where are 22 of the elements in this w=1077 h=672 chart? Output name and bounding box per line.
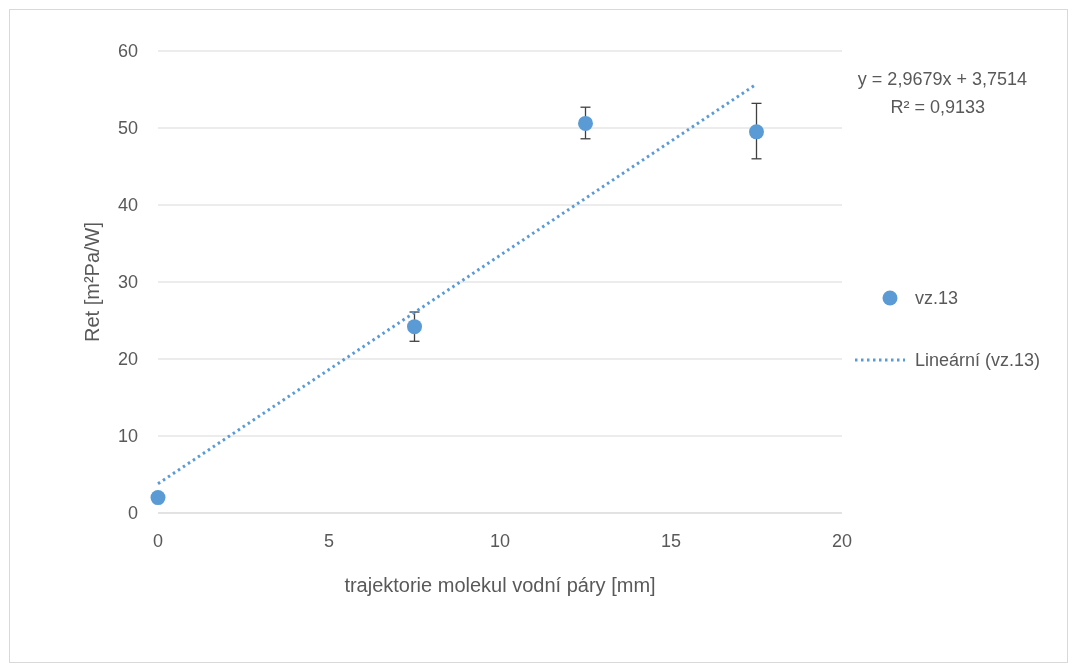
legend-label: Lineární (vz.13): [915, 350, 1041, 371]
point: [749, 124, 764, 140]
text: R² = 0,9133: [890, 97, 985, 117]
y-tick-label: 10: [117, 426, 138, 447]
y-tick-label: 60: [117, 41, 138, 62]
text: y = 2,9679x + 3,7514: [857, 69, 1027, 89]
point: [407, 319, 422, 335]
y-axis-title: Ret [m²Pa/W]: [81, 221, 103, 343]
x-tick-label: 15: [660, 531, 682, 551]
point: [150, 490, 166, 506]
x-axis-title: trajektorie molekul vodní páry [mm]: [344, 574, 656, 596]
y-tick-label: 50: [117, 118, 138, 139]
x-tick-label: 10: [489, 531, 511, 551]
x-tick-label: 20: [831, 531, 853, 551]
y-tick-label: 0: [127, 503, 138, 524]
point: [578, 115, 593, 131]
y-tick-label: 30: [117, 272, 138, 293]
x-tick-label: 0: [152, 531, 164, 551]
y-tick-label: 40: [117, 195, 138, 216]
x-tick-label: 5: [323, 531, 335, 551]
legend-label: vz.13: [915, 288, 959, 309]
y-tick-label: 20: [117, 349, 138, 370]
